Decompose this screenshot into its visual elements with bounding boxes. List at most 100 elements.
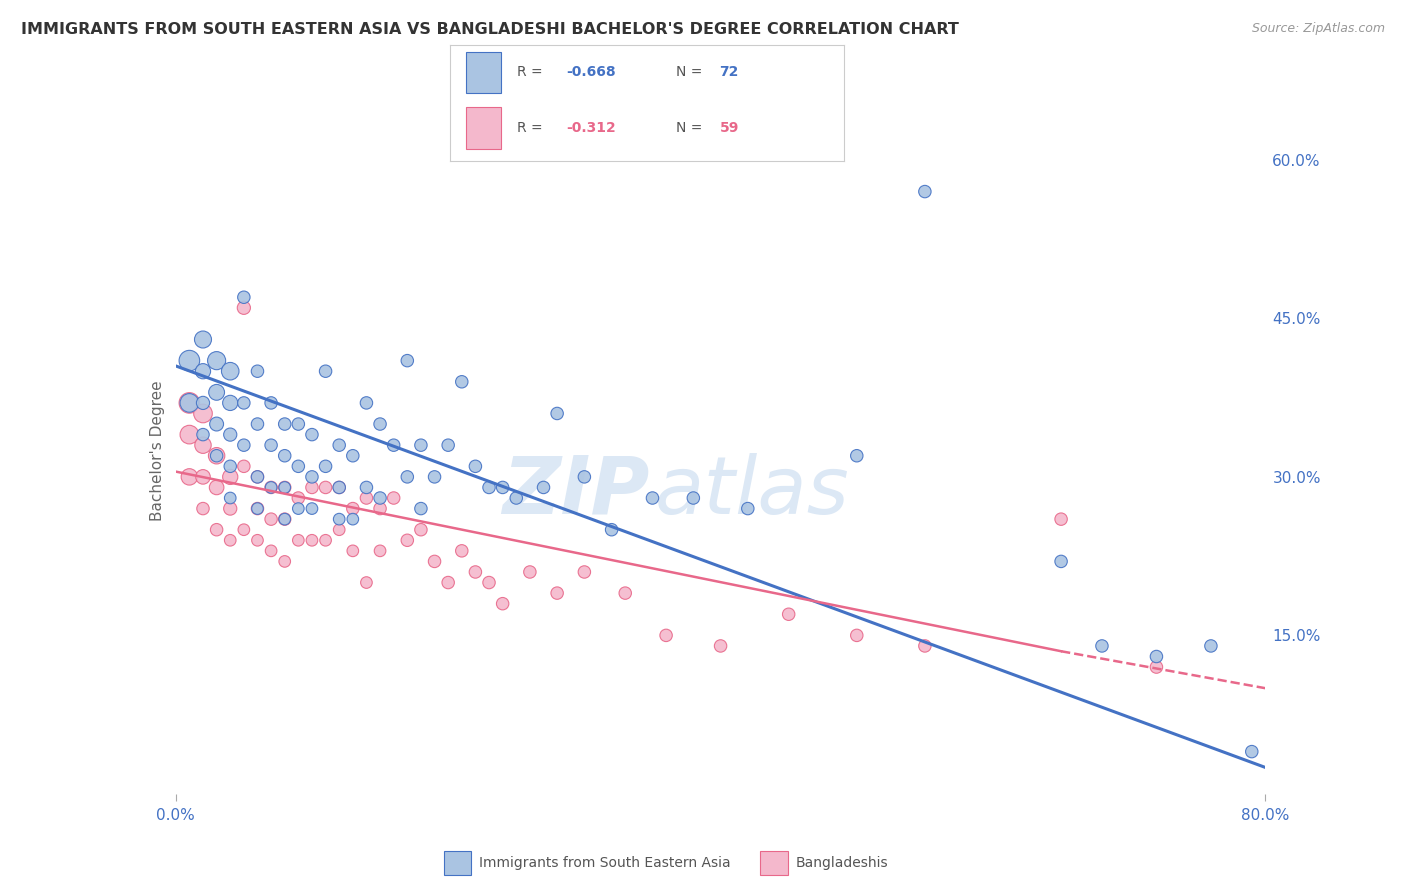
Text: Bangladeshis: Bangladeshis [796,856,889,870]
Point [179,396,201,410]
Point [614,586,637,600]
Point [396,470,419,484]
Point [274,512,297,526]
Point [914,639,936,653]
Point [533,480,555,494]
Point [205,523,228,537]
Point [246,501,269,516]
Point [450,544,472,558]
Point [287,533,309,548]
Point [450,375,472,389]
Point [219,459,242,474]
Point [546,586,568,600]
Point [179,427,201,442]
Point [396,353,419,368]
Text: -0.668: -0.668 [567,65,616,79]
Point [342,544,364,558]
Text: ZIP: ZIP [502,452,650,531]
Point [464,459,486,474]
Point [356,480,378,494]
Point [328,438,350,452]
Point [368,417,391,431]
Point [274,480,297,494]
Point [260,438,283,452]
Point [232,438,254,452]
Point [1091,639,1114,653]
Point [301,427,323,442]
Point [845,628,868,642]
Point [845,449,868,463]
Point [356,396,378,410]
Point [287,459,309,474]
Point [301,470,323,484]
Point [219,427,242,442]
Point [246,501,269,516]
Point [342,449,364,463]
Text: atlas: atlas [655,452,851,531]
Point [423,554,446,568]
Point [382,491,405,505]
Point [274,417,297,431]
Point [368,501,391,516]
Point [600,523,623,537]
Point [505,491,527,505]
Point [301,480,323,494]
Point [478,480,501,494]
Point [219,470,242,484]
Point [232,396,254,410]
Point [232,523,254,537]
Text: R =: R = [517,121,547,135]
Point [287,491,309,505]
Point [315,364,337,378]
Point [205,449,228,463]
Point [1050,554,1073,568]
Point [179,470,201,484]
Point [682,491,704,505]
Text: Source: ZipAtlas.com: Source: ZipAtlas.com [1251,22,1385,36]
Point [409,523,432,537]
Point [179,396,201,410]
Point [260,396,283,410]
Point [232,301,254,315]
Text: Immigrants from South Eastern Asia: Immigrants from South Eastern Asia [479,856,731,870]
Point [219,533,242,548]
Point [574,470,596,484]
Point [179,353,201,368]
Point [191,501,214,516]
Point [778,607,800,622]
Point [1199,639,1222,653]
Point [914,185,936,199]
Point [737,501,759,516]
Point [301,533,323,548]
Point [492,480,515,494]
Point [246,470,269,484]
Text: 72: 72 [720,65,740,79]
Point [191,364,214,378]
Point [328,512,350,526]
Point [328,480,350,494]
Point [423,470,446,484]
Point [191,427,214,442]
Point [191,470,214,484]
Point [409,438,432,452]
Point [205,417,228,431]
Point [437,575,460,590]
Point [191,438,214,452]
Point [519,565,541,579]
Point [246,533,269,548]
Point [356,491,378,505]
Point [205,353,228,368]
Point [368,544,391,558]
Text: IMMIGRANTS FROM SOUTH EASTERN ASIA VS BANGLADESHI BACHELOR'S DEGREE CORRELATION : IMMIGRANTS FROM SOUTH EASTERN ASIA VS BA… [21,22,959,37]
FancyBboxPatch shape [444,851,471,875]
Point [274,512,297,526]
Point [260,480,283,494]
Point [274,480,297,494]
Point [409,501,432,516]
Point [274,449,297,463]
Point [191,333,214,347]
Text: -0.312: -0.312 [567,121,616,135]
Point [396,533,419,548]
Point [342,501,364,516]
Point [328,480,350,494]
